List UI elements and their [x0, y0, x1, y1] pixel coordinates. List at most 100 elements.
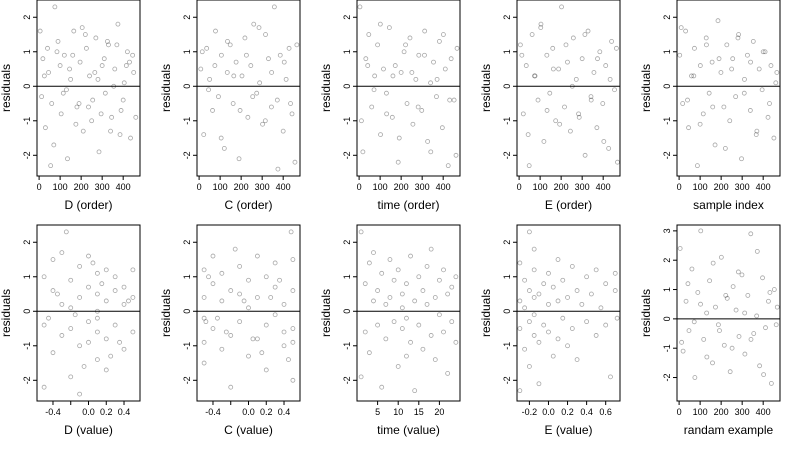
y-tick-label: 1: [182, 49, 192, 54]
x-tick-label: 100: [693, 182, 708, 192]
data-point: [77, 59, 83, 65]
data-point: [415, 104, 421, 110]
x-tick-label: -0.4: [45, 407, 61, 417]
data-point: [579, 56, 585, 62]
data-point: [706, 90, 712, 96]
y-tick-label: -1: [22, 342, 32, 350]
data-point: [582, 32, 588, 37]
plot-frame: [516, 224, 621, 402]
data-point: [529, 32, 535, 37]
data-point: [384, 90, 389, 96]
data-point: [133, 114, 139, 120]
y-tick-label: 0: [182, 309, 192, 314]
x-tick-label: 0.0: [542, 407, 555, 417]
data-point: [51, 142, 57, 148]
data-point: [130, 267, 136, 273]
y-tick-label: -2: [22, 376, 32, 384]
data-point: [43, 125, 48, 131]
data-point: [254, 253, 260, 259]
data-point: [87, 73, 92, 79]
data-point: [383, 336, 389, 342]
y-tick-label: 1: [502, 49, 512, 54]
data-point: [774, 304, 780, 310]
y-tick-label: 2: [22, 15, 32, 20]
data-point: [727, 369, 733, 375]
data-point: [128, 135, 133, 141]
data-point: [432, 357, 438, 362]
data-point: [679, 339, 685, 345]
data-point: [520, 111, 526, 117]
data-point: [760, 275, 765, 281]
data-point: [260, 121, 265, 127]
data-point: [105, 39, 110, 44]
data-point: [416, 274, 422, 280]
data-point: [395, 159, 401, 165]
data-point: [387, 295, 393, 300]
data-point: [395, 267, 401, 273]
x-tick-label: 0.4: [580, 407, 593, 417]
data-point: [771, 135, 777, 141]
data-point: [591, 70, 597, 75]
data-point: [565, 295, 570, 300]
data-point: [550, 284, 556, 290]
data-point: [101, 56, 107, 62]
data-point: [371, 250, 376, 256]
data-point: [263, 274, 269, 280]
y-axis-label: residuals: [479, 289, 493, 337]
y-tick-label: -2: [22, 151, 32, 159]
data-point: [771, 287, 777, 292]
data-point: [522, 277, 528, 283]
data-point: [686, 328, 692, 334]
x-tick-label: -0.2: [522, 407, 538, 417]
y-axis-label: residuals: [639, 289, 653, 337]
data-point: [532, 73, 537, 79]
data-point: [198, 66, 204, 72]
data-point: [241, 298, 247, 304]
data-point: [237, 264, 243, 269]
x-tick-label: 0.2: [100, 407, 113, 417]
data-point: [739, 156, 744, 162]
data-point: [730, 284, 736, 290]
data-point: [40, 56, 46, 62]
data-point: [199, 49, 205, 55]
data-point: [65, 156, 70, 162]
plot-frame: [356, 224, 461, 402]
data-point: [37, 28, 43, 34]
data-point: [562, 104, 567, 110]
x-tick-label: 200: [714, 182, 729, 192]
data-point: [243, 52, 249, 58]
data-point: [574, 357, 580, 362]
x-tick-label: 0: [37, 182, 42, 192]
data-point: [58, 111, 64, 117]
x-axis-label: E (value): [544, 423, 592, 437]
data-point: [377, 21, 383, 27]
y-tick-label: 1: [182, 274, 192, 279]
data-point: [73, 121, 79, 127]
data-point: [57, 63, 63, 68]
data-point: [254, 336, 260, 342]
data-point: [245, 114, 251, 120]
x-tick-label: 300: [95, 182, 110, 192]
x-tick-label: 0.4: [118, 407, 131, 417]
data-point: [404, 101, 410, 106]
data-point: [259, 350, 265, 356]
panel-1: 0 100 200 300 400 -2 -1 0 1 2 D (order) residuals: [0, 0, 141, 212]
data-point: [237, 291, 243, 297]
data-point: [290, 377, 296, 383]
data-point: [379, 270, 385, 276]
x-tick-label: 0: [677, 182, 682, 192]
y-tick-label: -2: [182, 376, 192, 384]
data-point: [50, 257, 56, 262]
data-point: [410, 121, 416, 127]
data-point: [277, 277, 282, 283]
x-tick-label: 400: [756, 182, 771, 192]
data-point: [102, 90, 108, 96]
data-point: [379, 384, 385, 390]
data-point: [256, 25, 262, 31]
data-point: [538, 21, 544, 27]
y-tick-label: -2: [662, 374, 672, 382]
data-point: [416, 52, 422, 58]
data-point: [700, 111, 706, 117]
data-point: [422, 52, 427, 58]
plot-frame: [36, 0, 141, 177]
